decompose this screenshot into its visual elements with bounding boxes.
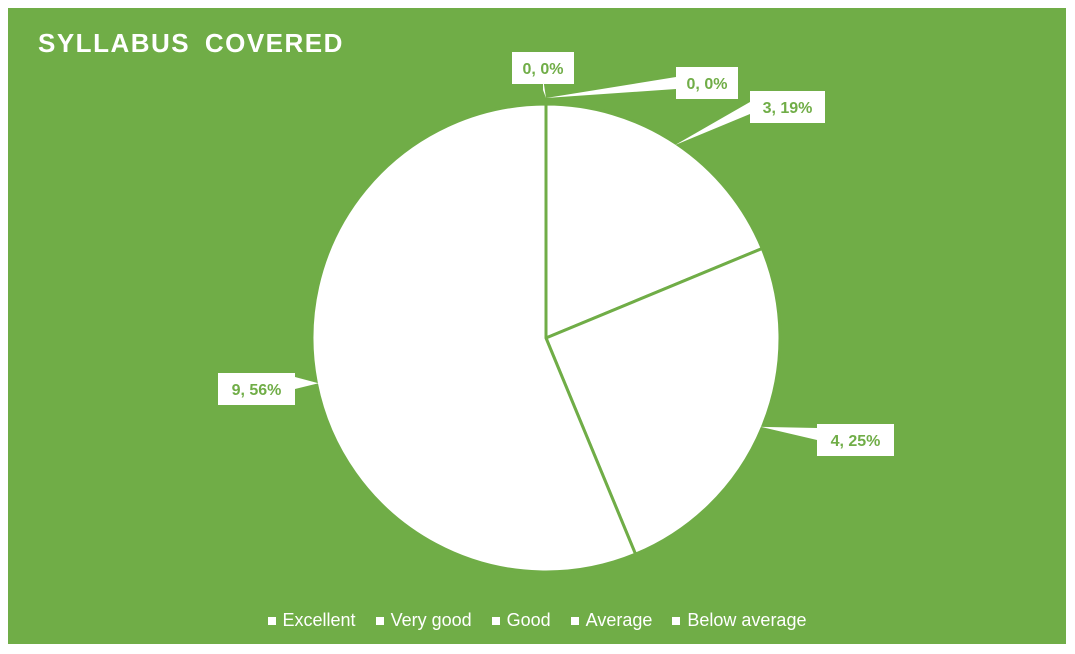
legend-label: Excellent — [282, 610, 356, 630]
legend-marker-icon — [267, 616, 276, 625]
legend-marker-icon — [672, 616, 681, 625]
callout-leader-very-good — [546, 77, 676, 98]
pie-slice-good — [544, 102, 765, 341]
legend-label: Average — [585, 610, 653, 630]
callout-leader-below-average — [295, 377, 319, 389]
legend-marker-icon — [570, 616, 579, 625]
legend-item-very-good: Very good — [375, 610, 472, 631]
data-label-box-excellent — [512, 52, 574, 84]
legend-marker-icon — [375, 616, 384, 625]
data-label-excellent: 0, 0% — [523, 61, 564, 78]
legend-item-excellent: Excellent — [267, 610, 356, 631]
legend-item-average: Average — [570, 610, 653, 631]
callout-leader-average — [760, 426, 817, 440]
legend-label: Very good — [390, 610, 472, 630]
legend-item-below-average: Below average — [672, 610, 806, 631]
data-label-box-average — [817, 424, 894, 456]
legend-label: Good — [506, 610, 551, 630]
chart-title: SYLLABUS COVERED — [38, 28, 344, 58]
data-label-box-very-good — [676, 67, 738, 99]
data-label-average: 4, 25% — [831, 433, 881, 450]
callout-leader-good — [674, 102, 750, 146]
legend-marker-icon — [491, 616, 500, 625]
chart-area: SYLLABUS COVERED 0, 0% 0, 0% 3, 19% 4, 25% 9… — [8, 8, 1066, 644]
legend: Excellent Very good Good Average Below avera… — [8, 610, 1066, 631]
data-label-box-below-average — [218, 373, 295, 405]
data-label-very-good: 0, 0% — [687, 76, 728, 93]
legend-label: Below average — [687, 610, 807, 630]
legend-item-good: Good — [491, 610, 551, 631]
data-label-good: 3, 19% — [763, 100, 813, 117]
pie-chart: 0, 0% 0, 0% 3, 19% 4, 25% 9, 56% — [218, 52, 894, 574]
data-label-below-average: 9, 56% — [232, 382, 282, 399]
data-label-box-good — [750, 91, 825, 123]
